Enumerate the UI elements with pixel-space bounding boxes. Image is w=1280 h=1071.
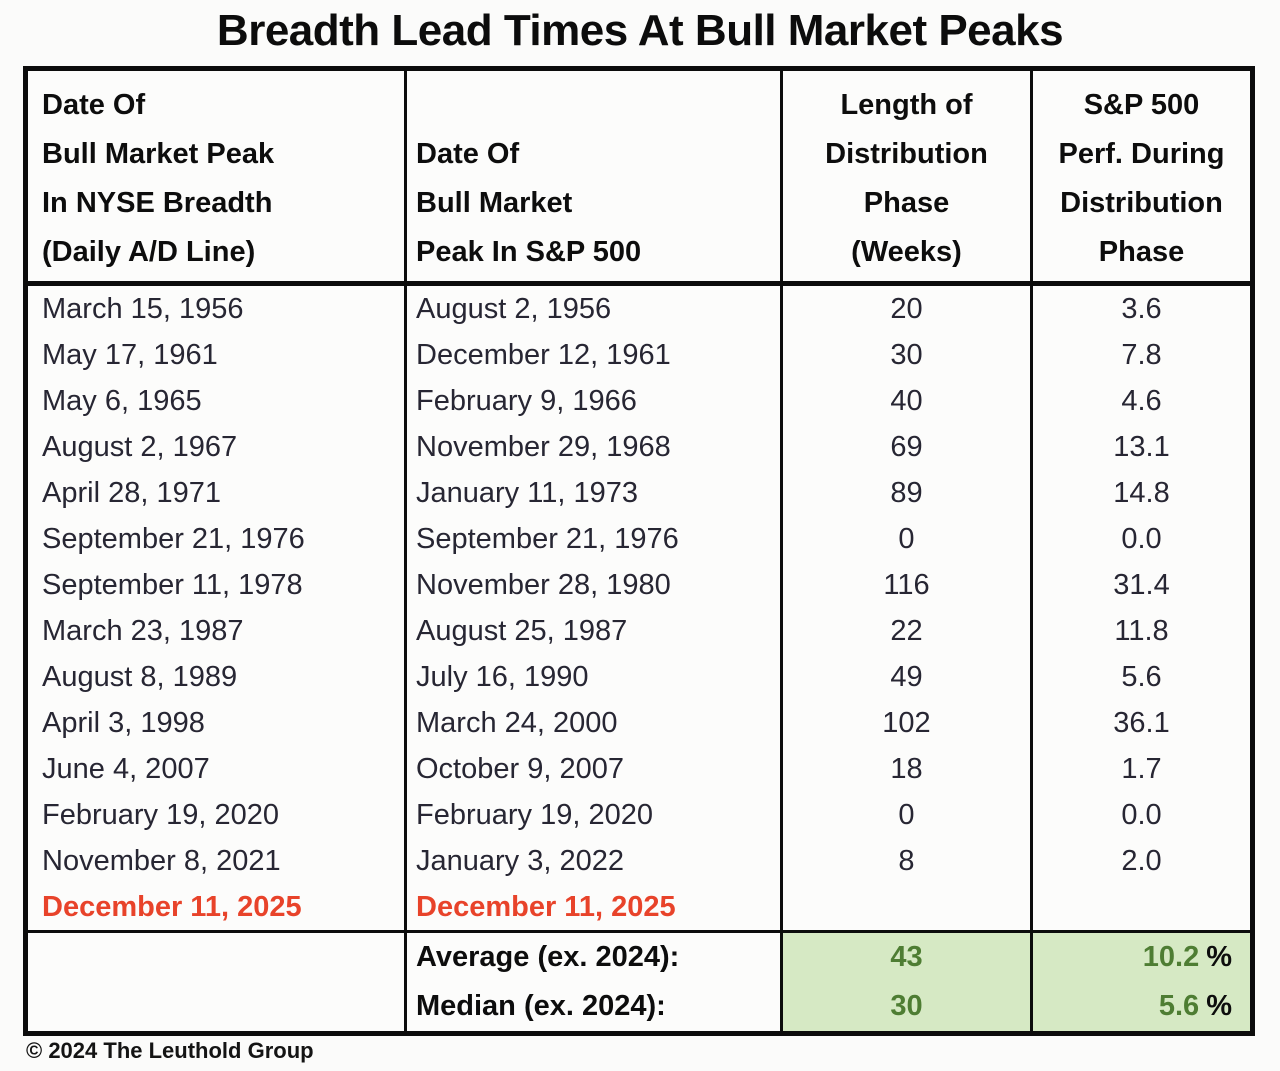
breadth-peak-date: August 2, 1967 bbox=[28, 424, 407, 470]
summary-empty-cell bbox=[28, 982, 407, 1031]
perf-value-cell: 5.6 % bbox=[1033, 982, 1250, 1031]
sp500-perf: 36.1 bbox=[1113, 706, 1170, 739]
header-sp500-peak: Date Of Bull Market Peak In S&P 500 bbox=[407, 71, 783, 281]
percent-sign: % bbox=[1206, 941, 1232, 973]
distribution-weeks: 22 bbox=[783, 608, 1033, 654]
table-header-row: Date Of Bull Market Peak In NYSE Breadth… bbox=[28, 71, 1250, 286]
breadth-peak-date: April 3, 1998 bbox=[28, 700, 407, 746]
sp500-peak-date: September 21, 1976 bbox=[407, 516, 783, 562]
distribution-weeks: 49 bbox=[783, 654, 1033, 700]
header-sp500-peak-label: Date Of Bull Market Peak In S&P 500 bbox=[416, 138, 642, 268]
percent-sign: % bbox=[1206, 990, 1232, 1022]
table-row: February 19, 2020 February 19, 2020 0 0.0 bbox=[28, 792, 1250, 838]
perf-value-cell: 10.2 % bbox=[1033, 933, 1250, 982]
sp500-peak-date: January 11, 1973 bbox=[407, 470, 783, 516]
sp500-perf: 5.6 bbox=[1121, 660, 1162, 693]
breadth-peak-date: March 15, 1956 bbox=[28, 286, 407, 332]
sp500-perf: 0.0 bbox=[1121, 798, 1162, 831]
breadth-peak-date: April 28, 1971 bbox=[28, 470, 407, 516]
table-row: April 3, 1998 March 24, 2000 102 36.1 bbox=[28, 700, 1250, 746]
sp500-perf: 11.8 bbox=[1114, 614, 1169, 647]
table-summary: Average (ex. 2024): 43 10.2 % Median (ex… bbox=[28, 930, 1250, 1031]
table-row: March 23, 1987 August 25, 1987 22 11.8 bbox=[28, 608, 1250, 654]
breadth-peak-date: May 6, 1965 bbox=[28, 378, 407, 424]
header-distribution-weeks: Length of Distribution Phase (Weeks) bbox=[783, 71, 1033, 281]
sp500-peak-date: August 2, 1956 bbox=[407, 286, 783, 332]
sp500-peak-date: July 16, 1990 bbox=[407, 654, 783, 700]
distribution-weeks: 116 bbox=[783, 562, 1033, 608]
sp500-peak-date: January 3, 2022 bbox=[407, 838, 783, 884]
distribution-weeks: 20 bbox=[783, 286, 1033, 332]
sp500-peak-date: August 25, 1987 bbox=[407, 608, 783, 654]
breadth-peak-date: August 8, 1989 bbox=[28, 654, 407, 700]
weeks-value: 30 bbox=[783, 982, 1033, 1031]
summary-row-average: Average (ex. 2024): 43 10.2 % bbox=[28, 933, 1250, 982]
table-row: April 28, 1971 January 11, 1973 89 14.8 bbox=[28, 470, 1250, 516]
summary-empty-cell bbox=[28, 933, 407, 982]
distribution-weeks: 0 bbox=[783, 792, 1033, 838]
perf-value: 10.2 bbox=[1142, 941, 1200, 973]
breadth-peak-date: December 11, 2025 bbox=[28, 884, 407, 930]
header-sp500-perf-label: S&P 500 Perf. During Distribution Phase bbox=[1058, 89, 1225, 268]
page-title: Breadth Lead Times At Bull Market Peaks bbox=[216, 6, 1064, 55]
table-row: September 21, 1976 September 21, 1976 0 0.0 bbox=[28, 516, 1250, 562]
sp500-peak-date: December 11, 2025 bbox=[407, 884, 783, 930]
distribution-weeks: 0 bbox=[783, 516, 1033, 562]
breadth-lead-times-table: Date Of Bull Market Peak In NYSE Breadth… bbox=[23, 66, 1255, 1036]
distribution-weeks: 69 bbox=[783, 424, 1033, 470]
breadth-peak-date: May 17, 1961 bbox=[28, 332, 407, 378]
header-breadth-peak-label: Date Of Bull Market Peak In NYSE Breadth… bbox=[42, 89, 275, 268]
weeks-value: 43 bbox=[783, 933, 1033, 982]
summary-label: Average (ex. 2024): bbox=[407, 933, 783, 982]
header-sp500-perf: S&P 500 Perf. During Distribution Phase bbox=[1033, 71, 1250, 281]
sp500-peak-date: October 9, 2007 bbox=[407, 746, 783, 792]
distribution-weeks: 102 bbox=[783, 700, 1033, 746]
sp500-peak-date: February 9, 1966 bbox=[407, 378, 783, 424]
breadth-peak-date: June 4, 2007 bbox=[28, 746, 407, 792]
header-distribution-weeks-label: Length of Distribution Phase (Weeks) bbox=[825, 89, 988, 268]
table-row: March 15, 1956 August 2, 1956 20 3.6 bbox=[28, 286, 1250, 332]
table-row: August 8, 1989 July 16, 1990 49 5.6 bbox=[28, 654, 1250, 700]
breadth-peak-date: November 8, 2021 bbox=[28, 838, 407, 884]
sp500-perf: 4.6 bbox=[1121, 384, 1162, 417]
distribution-weeks: 8 bbox=[783, 838, 1033, 884]
sp500-perf: 1.7 bbox=[1121, 752, 1162, 785]
table-row: September 11, 1978 November 28, 1980 116 31… bbox=[28, 562, 1250, 608]
table-row: May 6, 1965 February 9, 1966 40 4.6 bbox=[28, 378, 1250, 424]
sp500-peak-date: November 28, 1980 bbox=[407, 562, 783, 608]
distribution-weeks bbox=[783, 884, 1033, 930]
sp500-perf: 13.1 bbox=[1113, 430, 1170, 463]
header-breadth-peak: Date Of Bull Market Peak In NYSE Breadth… bbox=[28, 71, 407, 281]
breadth-peak-date: March 23, 1987 bbox=[28, 608, 407, 654]
sp500-perf: 2.0 bbox=[1121, 844, 1162, 877]
table-row: August 2, 1967 November 29, 1968 69 13.1 bbox=[28, 424, 1250, 470]
sp500-perf: 31.4 bbox=[1113, 568, 1170, 601]
sp500-perf: 14.8 bbox=[1113, 476, 1170, 509]
table-row: May 17, 1961 December 12, 1961 30 7.8 bbox=[28, 332, 1250, 378]
table-body: March 15, 1956 August 2, 1956 20 3.6 May 17,… bbox=[28, 286, 1250, 930]
distribution-weeks: 18 bbox=[783, 746, 1033, 792]
table-row: December 11, 2025 December 11, 2025 bbox=[28, 884, 1250, 930]
sp500-peak-date: March 24, 2000 bbox=[407, 700, 783, 746]
sp500-perf: 7.8 bbox=[1121, 338, 1162, 371]
sp500-peak-date: February 19, 2020 bbox=[407, 792, 783, 838]
summary-label: Median (ex. 2024): bbox=[407, 982, 783, 1031]
breadth-peak-date: September 21, 1976 bbox=[28, 516, 407, 562]
distribution-weeks: 89 bbox=[783, 470, 1033, 516]
copyright-text: © 2024 The Leuthold Group bbox=[26, 1038, 314, 1063]
table-row: June 4, 2007 October 9, 2007 18 1.7 bbox=[28, 746, 1250, 792]
distribution-weeks: 40 bbox=[783, 378, 1033, 424]
summary-row-median: Median (ex. 2024): 30 5.6 % bbox=[28, 982, 1250, 1031]
breadth-peak-date: February 19, 2020 bbox=[28, 792, 407, 838]
sp500-peak-date: December 12, 1961 bbox=[407, 332, 783, 378]
sp500-peak-date: November 29, 1968 bbox=[407, 424, 783, 470]
breadth-peak-date: September 11, 1978 bbox=[28, 562, 407, 608]
distribution-weeks: 30 bbox=[783, 332, 1033, 378]
perf-value: 5.6 bbox=[1158, 990, 1200, 1022]
sp500-perf: 0.0 bbox=[1121, 522, 1162, 555]
sp500-perf bbox=[1033, 884, 1250, 930]
table-row: November 8, 2021 January 3, 2022 8 2.0 bbox=[28, 838, 1250, 884]
sp500-perf: 3.6 bbox=[1121, 292, 1162, 325]
